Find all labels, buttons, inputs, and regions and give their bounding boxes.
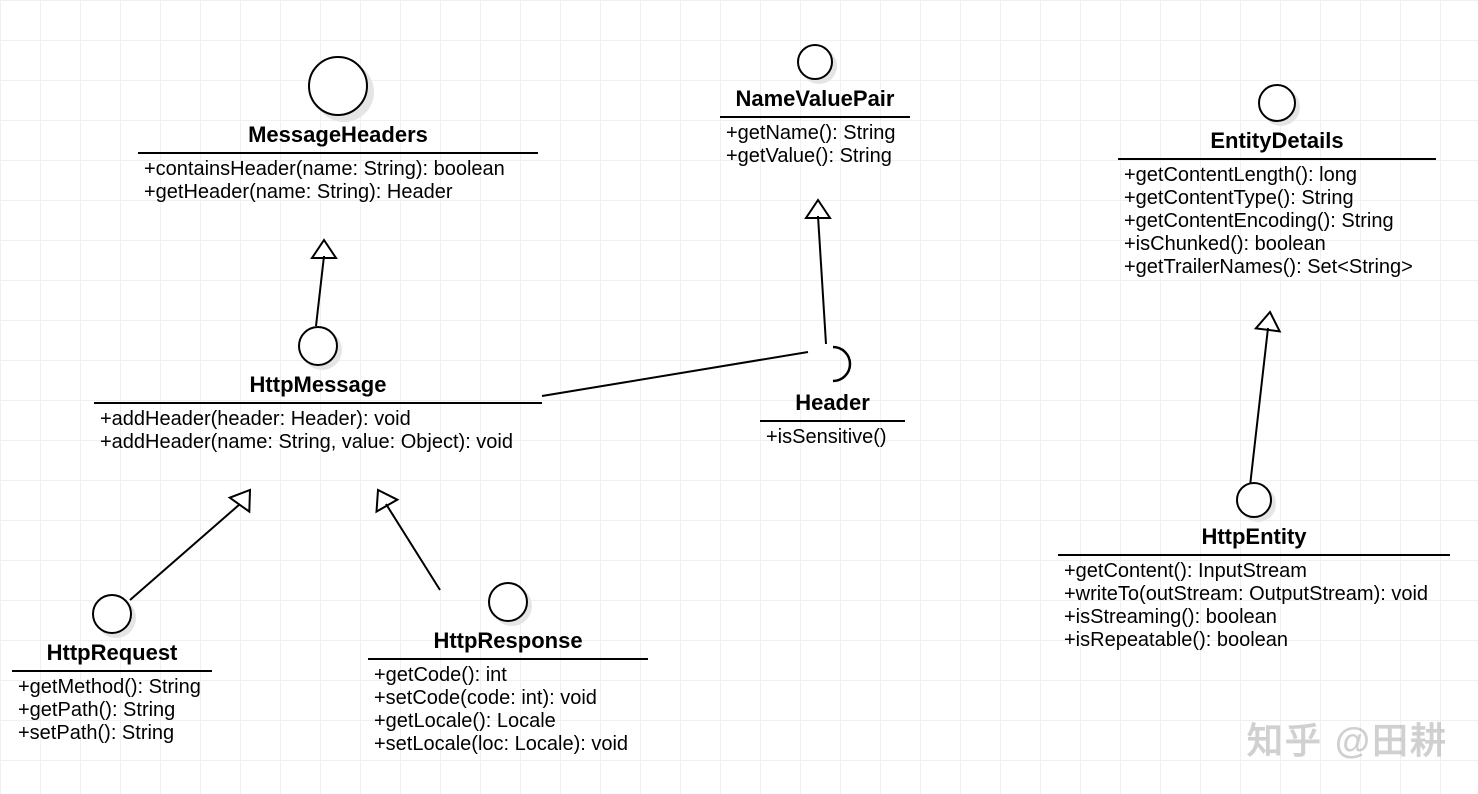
separator	[368, 658, 648, 660]
method-signature: +writeTo(outStream: OutputStream): void	[1058, 583, 1450, 606]
method-signature: +getContentType(): String	[1118, 187, 1436, 210]
interface-circle-icon	[1258, 84, 1296, 122]
method-signature: +getValue(): String	[720, 145, 910, 168]
interface-name: MessageHeaders	[138, 122, 538, 152]
interface-HttpResponse: HttpResponse +getCode(): int+setCode(code…	[368, 582, 648, 756]
method-signature: +getTrailerNames(): Set<String>	[1118, 256, 1436, 279]
method-signature: +containsHeader(name: String): boolean	[138, 158, 538, 181]
method-signature: +setLocale(loc: Locale): void	[368, 733, 648, 756]
method-signature: +getContentLength(): long	[1118, 164, 1436, 187]
method-signature: +getContent(): InputStream	[1058, 560, 1450, 583]
separator	[760, 420, 905, 422]
method-signature: +getPath(): String	[12, 699, 212, 722]
method-signature: +isChunked(): boolean	[1118, 233, 1436, 256]
separator	[1058, 554, 1450, 556]
interface-name: HttpEntity	[1058, 524, 1450, 554]
separator	[720, 116, 910, 118]
separator	[138, 152, 538, 154]
interface-name: EntityDetails	[1118, 128, 1436, 158]
interface-circle-icon	[308, 56, 368, 116]
method-signature: +setPath(): String	[12, 722, 212, 745]
method-signature: +getMethod(): String	[12, 676, 212, 699]
interface-MessageHeaders: MessageHeaders +containsHeader(name: Stri…	[138, 56, 538, 204]
method-signature: +getCode(): int	[368, 664, 648, 687]
interface-NameValuePair: NameValuePair +getName(): String+getValue…	[720, 44, 910, 168]
method-signature: +isStreaming(): boolean	[1058, 606, 1450, 629]
method-signature: +getLocale(): Locale	[368, 710, 648, 733]
interface-circle-icon	[298, 326, 338, 366]
interface-circle-icon	[813, 344, 853, 384]
method-signature: +setCode(code: int): void	[368, 687, 648, 710]
interface-circle-icon	[797, 44, 833, 80]
interface-HttpMessage: HttpMessage +addHeader(header: Header): v…	[94, 326, 542, 454]
interface-name: HttpMessage	[94, 372, 542, 402]
interface-name: Header	[760, 390, 905, 420]
method-signature: +isRepeatable(): boolean	[1058, 629, 1450, 652]
interface-circle-icon	[488, 582, 528, 622]
method-signature: +isSensitive()	[760, 426, 905, 449]
interface-HttpRequest: HttpRequest +getMethod(): String+getPath(…	[12, 594, 212, 745]
interface-Header: Header +isSensitive()	[760, 344, 905, 449]
method-signature: +addHeader(header: Header): void	[94, 408, 542, 431]
interface-name: HttpRequest	[12, 640, 212, 670]
method-signature: +getContentEncoding(): String	[1118, 210, 1436, 233]
interface-HttpEntity: HttpEntity +getContent(): InputStream+wri…	[1058, 482, 1450, 652]
interface-circle-icon	[1236, 482, 1272, 518]
separator	[12, 670, 212, 672]
interface-name: HttpResponse	[368, 628, 648, 658]
interface-circle-icon	[92, 594, 132, 634]
separator	[1118, 158, 1436, 160]
method-signature: +addHeader(name: String, value: Object):…	[94, 431, 542, 454]
interface-EntityDetails: EntityDetails+getContentLength(): long+g…	[1118, 84, 1436, 279]
interface-name: NameValuePair	[720, 86, 910, 116]
separator	[94, 402, 542, 404]
method-signature: +getName(): String	[720, 122, 910, 145]
method-signature: +getHeader(name: String): Header	[138, 181, 538, 204]
